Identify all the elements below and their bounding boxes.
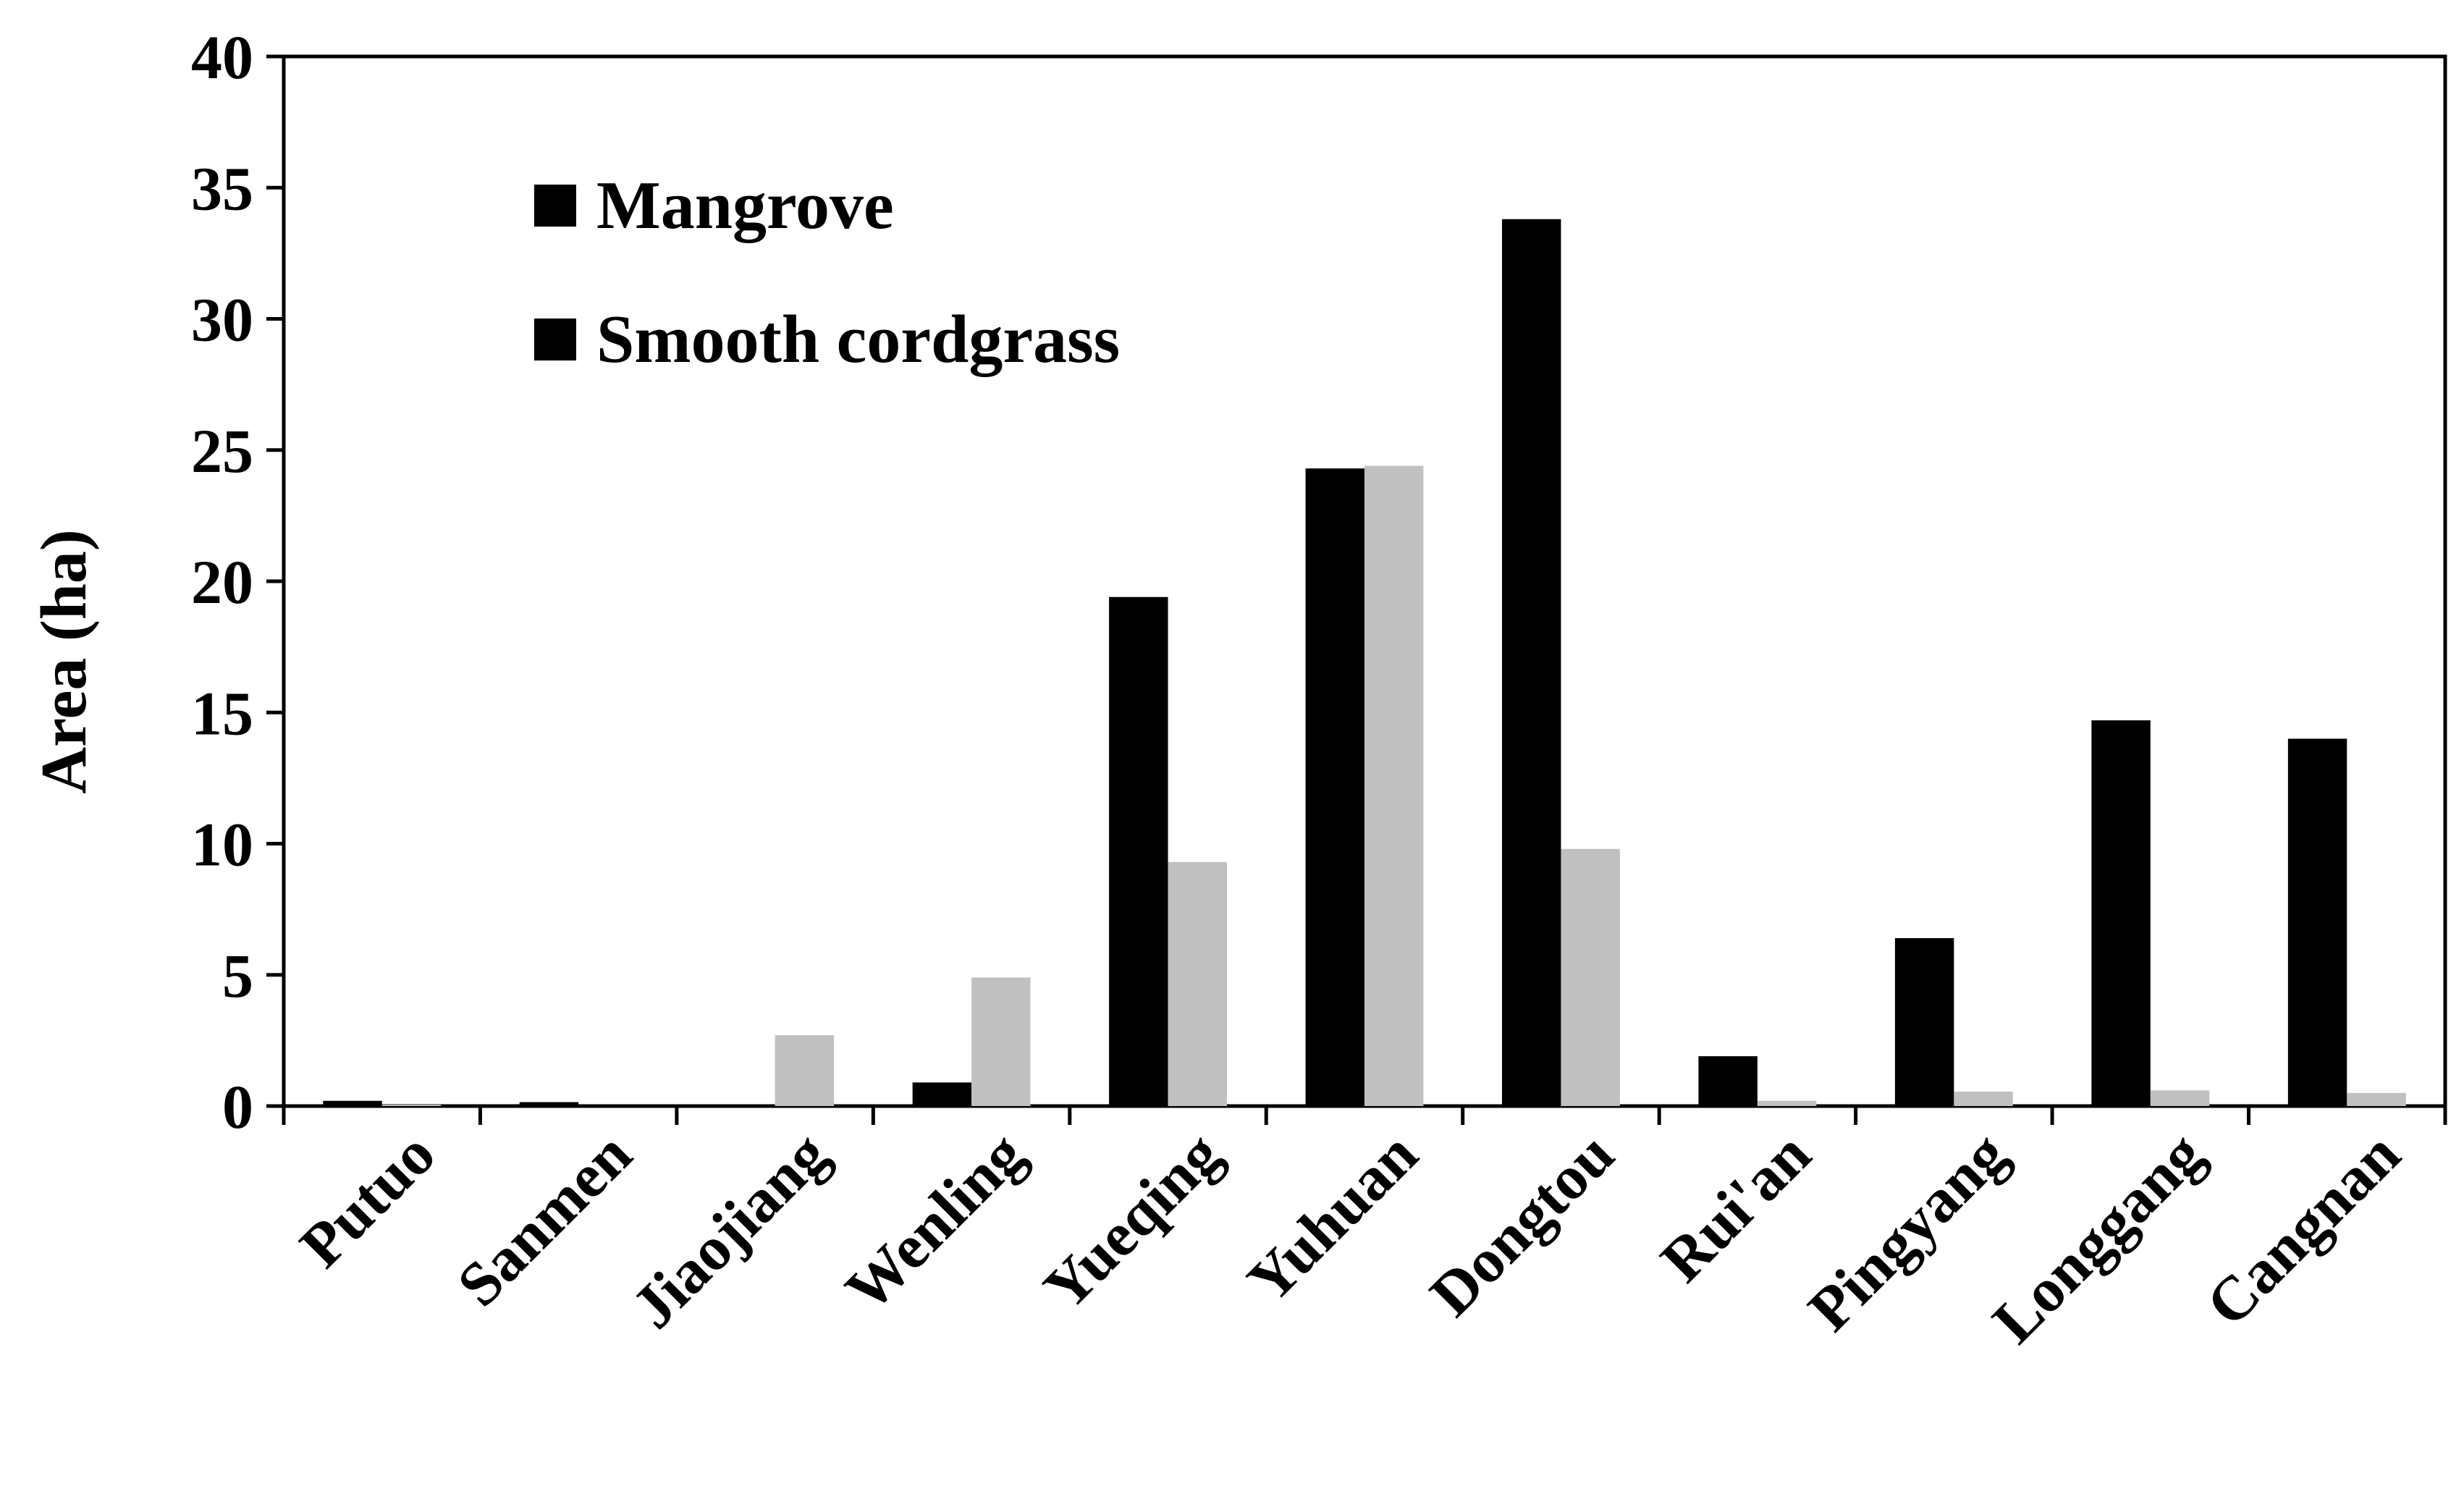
x-category-label: Longgang xyxy=(1979,1119,2216,1357)
y-tick-label: 35 xyxy=(191,153,253,223)
bar-mangrove-wenling xyxy=(912,1082,972,1106)
legend-label-mangrove: Mangrove xyxy=(596,168,894,243)
bar-smooth-cordgrass-ruian xyxy=(1757,1100,1817,1106)
bar-mangrove-yueqing xyxy=(1109,596,1168,1106)
bar-mangrove-dongtou xyxy=(1502,219,1561,1106)
legend: Mangrove Smooth cordgrass xyxy=(534,168,1120,377)
bar-smooth-cordgrass-pingyang xyxy=(1954,1092,2013,1106)
x-category-label: Cangnan xyxy=(2193,1119,2413,1339)
bar-smooth-cordgrass-longgang xyxy=(2150,1090,2210,1106)
legend-label-smooth-cordgrass: Smooth cordgrass xyxy=(596,302,1120,377)
x-category-label: Sanmen xyxy=(444,1119,644,1320)
bar-smooth-cordgrass-yuhuan xyxy=(1364,465,1424,1106)
x-category-label: Yuhuan xyxy=(1234,1119,1431,1316)
x-category-label: Rui'an xyxy=(1647,1119,1824,1296)
y-tick-label: 40 xyxy=(191,22,253,92)
bar-mangrove-sanmen xyxy=(519,1102,579,1106)
x-category-label: Putuo xyxy=(287,1119,448,1281)
bar-smooth-cordgrass-yueqing xyxy=(1168,861,1227,1106)
legend-swatch-mangrove xyxy=(534,185,576,227)
y-tick-label: 0 xyxy=(222,1072,253,1142)
y-tick-label: 5 xyxy=(222,941,253,1011)
x-category-label: Yueqing xyxy=(1030,1119,1234,1323)
bar-mangrove-cangnan xyxy=(2287,738,2347,1106)
y-tick-label: 30 xyxy=(191,285,253,355)
bar-smooth-cordgrass-cangnan xyxy=(2347,1092,2406,1106)
x-category-label: Jiaojiang xyxy=(618,1119,841,1342)
y-tick-label: 20 xyxy=(191,547,253,617)
bar-smooth-cordgrass-jiaojiang xyxy=(775,1035,835,1106)
bar-mangrove-pingyang xyxy=(1894,938,1954,1106)
bars-group xyxy=(323,219,2406,1106)
y-axis-title: Area (ha) xyxy=(28,529,100,794)
bar-mangrove-longgang xyxy=(2091,720,2151,1106)
bar-mangrove-jiaojiang xyxy=(716,1105,775,1106)
bar-smooth-cordgrass-dongtou xyxy=(1561,848,1620,1106)
bar-smooth-cordgrass-wenling xyxy=(971,977,1031,1106)
bar-mangrove-ruian xyxy=(1698,1056,1758,1106)
legend-swatch-smooth-cordgrass xyxy=(534,319,576,360)
x-category-label: Wenling xyxy=(832,1119,1037,1325)
y-tick-label: 10 xyxy=(191,810,253,880)
bar-mangrove-putuo xyxy=(323,1100,382,1106)
bar-mangrove-yuhuan xyxy=(1305,468,1364,1106)
x-category-label: Dongtou xyxy=(1417,1119,1627,1330)
y-axis: 0 5 10 15 20 25 30 35 40 xyxy=(191,22,284,1142)
bar-smooth-cordgrass-putuo xyxy=(381,1105,442,1106)
y-tick-label: 25 xyxy=(191,416,253,486)
y-tick-label: 15 xyxy=(191,678,253,748)
